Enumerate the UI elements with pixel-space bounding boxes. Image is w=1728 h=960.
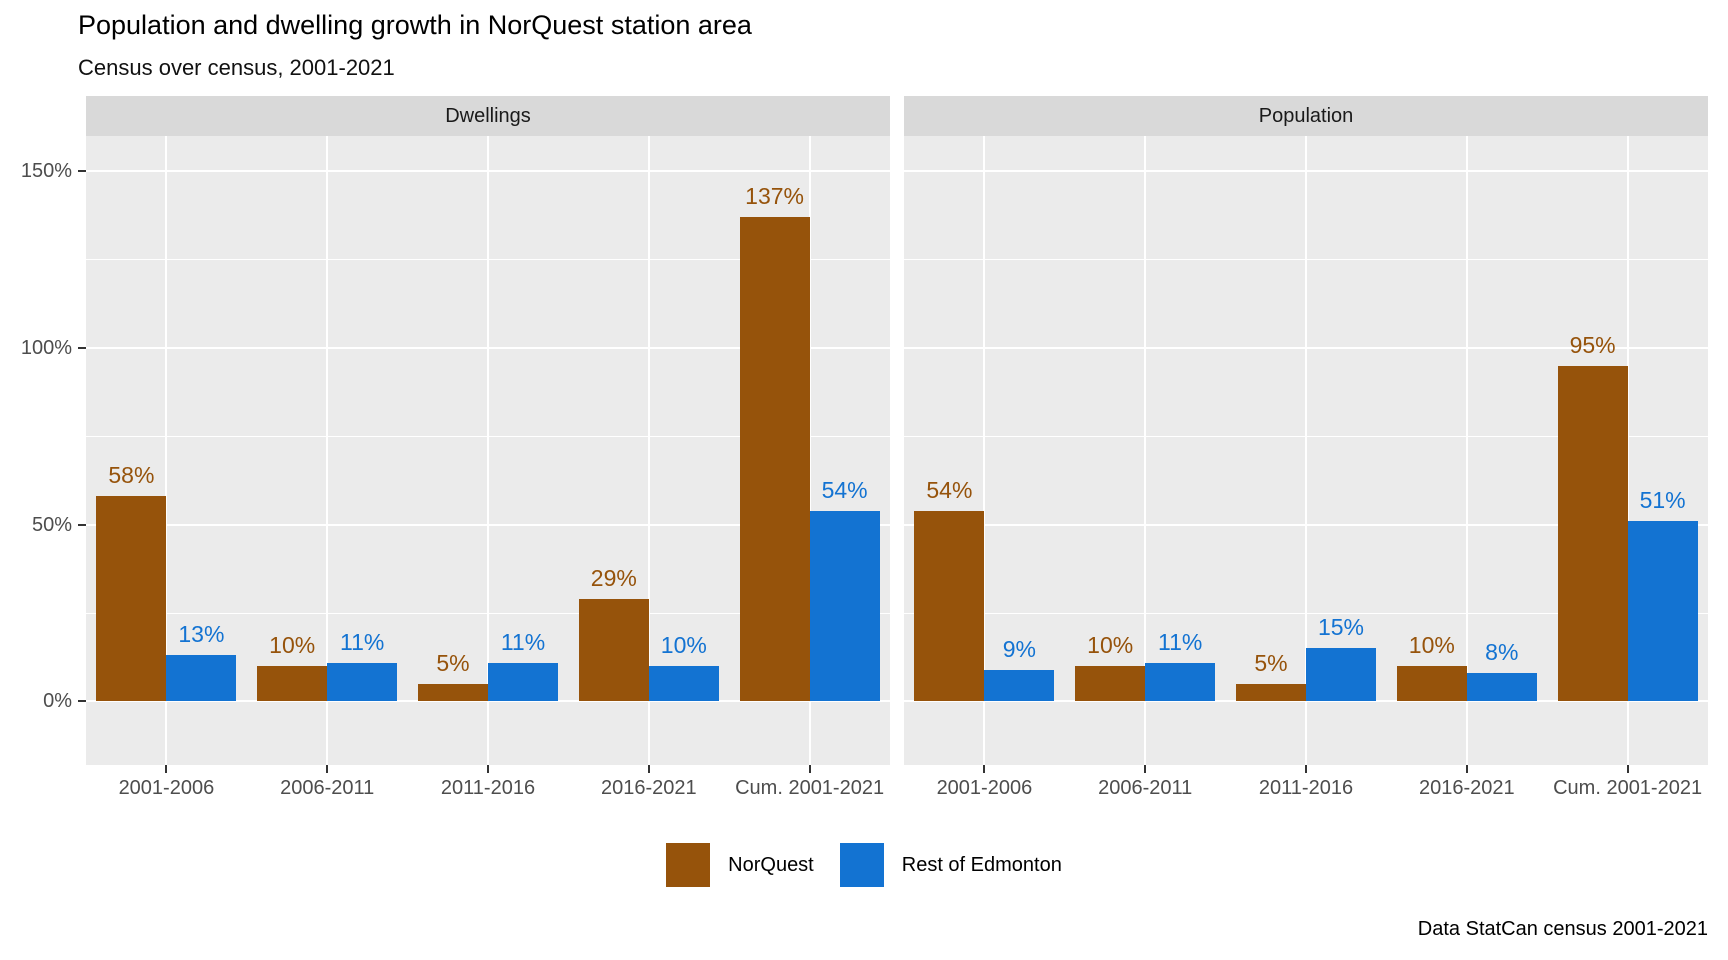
bar-rest-of-edmonton xyxy=(1466,673,1537,702)
x-axis-tick-mark xyxy=(808,765,811,773)
x-axis-population: 2001-2006 2006-2011 2011-2016 2016-2021 Cum.… xyxy=(904,765,1708,807)
y-axis-tick-mark xyxy=(78,170,86,173)
y-axis-tick-label: 0% xyxy=(43,690,72,713)
bar-norquest xyxy=(1075,666,1146,702)
gridline-vertical xyxy=(1144,136,1147,765)
bar-value-label: 137% xyxy=(745,183,805,210)
bar-value-label: 5% xyxy=(1254,649,1288,676)
x-axis-tick-label: 2011-2016 xyxy=(440,777,536,799)
bar-norquest xyxy=(418,683,488,702)
bar-rest-of-edmonton xyxy=(1145,662,1216,702)
legend-swatch-norquest xyxy=(666,843,711,887)
bar-rest-of-edmonton xyxy=(327,662,398,702)
bar-norquest xyxy=(257,666,328,702)
bar-rest-of-edmonton xyxy=(1306,648,1376,702)
bar-norquest xyxy=(578,598,649,702)
bar-value-label: 58% xyxy=(108,462,155,489)
bar-rest-of-edmonton xyxy=(1627,521,1698,702)
x-axis-tick-mark xyxy=(647,765,650,773)
x-axis-tick-mark xyxy=(326,765,329,773)
bar-value-label: 95% xyxy=(1569,331,1616,358)
bar-value-label: 51% xyxy=(1639,487,1686,514)
y-axis-tick-label: 100% xyxy=(20,337,72,360)
x-axis-tick-mark xyxy=(1144,765,1147,773)
faceted-bar-chart: Dwellings Population 0% 50% 100% 150% 58% 10… xyxy=(0,96,1708,807)
bar-value-label: 15% xyxy=(1317,614,1365,641)
y-axis-tick-mark xyxy=(78,347,86,350)
bar-value-label: 10% xyxy=(1087,632,1134,659)
bar-rest-of-edmonton xyxy=(166,655,237,702)
bar-norquest xyxy=(739,217,810,702)
y-axis-tick-mark xyxy=(78,523,86,526)
bar-value-label: 9% xyxy=(1002,635,1037,662)
y-axis-tick-mark xyxy=(78,700,86,703)
page-subtitle: Census over census, 2001-2021 xyxy=(78,55,395,80)
facet-strip-label: Dwellings xyxy=(445,104,531,127)
gridline-vertical xyxy=(1465,136,1468,765)
gridline-vertical xyxy=(487,136,489,765)
y-axis: 0% 50% 100% 150% xyxy=(0,136,86,765)
x-axis-dwellings: 2001-2006 2006-2011 2011-2016 2016-2021 Cum.… xyxy=(86,765,890,807)
x-axis-tick-label: 2016-2021 xyxy=(1418,777,1515,799)
legend-label: NorQuest xyxy=(728,853,814,876)
x-axis-tick-label: 2016-2021 xyxy=(600,777,697,799)
facet-strip-population: Population xyxy=(904,96,1708,136)
y-axis-tick-label: 150% xyxy=(20,160,72,183)
x-axis-tick-label: 2006-2011 xyxy=(1098,777,1193,799)
gridline-vertical xyxy=(165,136,168,765)
gridline-vertical xyxy=(1305,136,1307,765)
x-axis-tick-label: 2011-2016 xyxy=(1258,777,1354,799)
bar-norquest xyxy=(1557,365,1628,702)
x-axis-tick-label: 2001-2006 xyxy=(118,777,215,799)
x-axis-tick-mark xyxy=(1626,765,1629,773)
gridline-vertical xyxy=(1626,136,1629,765)
facet-panel-dwellings: 58% 10% 5% 29% 137% 13% 11% 11% 10% 54% xyxy=(86,136,890,765)
x-axis-tick-label: 2001-2006 xyxy=(936,777,1033,799)
facet-strip-label: Population xyxy=(1258,104,1354,127)
bar-norquest xyxy=(914,510,985,702)
bar-value-label: 11% xyxy=(340,628,385,655)
bar-value-label: 10% xyxy=(1408,632,1455,659)
gridline-vertical xyxy=(647,136,650,765)
bar-value-label: 29% xyxy=(590,564,637,591)
x-axis-tick-label: 2006-2011 xyxy=(280,777,375,799)
facet-strip-dwellings: Dwellings xyxy=(86,96,890,136)
legend: NorQuest Rest of Edmonton xyxy=(0,843,1728,887)
bar-norquest xyxy=(96,496,167,702)
legend-item-rest-of-edmonton: Rest of Edmonton xyxy=(839,843,1062,887)
bar-value-label: 11% xyxy=(500,628,546,655)
caption: Data StatCan census 2001-2021 xyxy=(1417,918,1708,940)
gridline-vertical xyxy=(326,136,329,765)
bar-value-label: 11% xyxy=(1158,628,1203,655)
legend-swatch-rest-of-edmonton xyxy=(839,843,884,887)
bar-rest-of-edmonton xyxy=(984,669,1055,702)
y-axis-tick-label: 50% xyxy=(31,513,72,536)
x-axis-tick-mark xyxy=(1305,765,1307,773)
bar-rest-of-edmonton xyxy=(809,510,880,702)
legend-item-norquest: NorQuest xyxy=(666,843,814,887)
bar-value-label: 10% xyxy=(660,632,707,659)
bar-value-label: 8% xyxy=(1485,639,1519,666)
bar-norquest xyxy=(1236,683,1306,702)
bar-value-label: 54% xyxy=(821,476,868,503)
bar-value-label: 5% xyxy=(436,649,470,676)
gridline-vertical xyxy=(983,136,986,765)
x-axis-tick-label: Cum. 2001-2021 xyxy=(1553,777,1703,799)
bar-value-label: 10% xyxy=(269,632,316,659)
x-axis-tick-label: Cum. 2001-2021 xyxy=(735,777,885,799)
bar-value-label: 54% xyxy=(926,476,973,503)
facet-panel-population: 54% 10% 5% 10% 95% 9% 11% 15% 8% 51% xyxy=(904,136,1708,765)
bar-value-label: 13% xyxy=(178,621,225,648)
bar-rest-of-edmonton xyxy=(488,662,558,702)
x-axis-tick-mark xyxy=(983,765,986,773)
bar-rest-of-edmonton xyxy=(648,666,719,702)
page-title: Population and dwelling growth in NorQue… xyxy=(78,10,752,40)
x-axis-tick-mark xyxy=(487,765,489,773)
x-axis-tick-mark xyxy=(165,765,168,773)
legend-label: Rest of Edmonton xyxy=(901,853,1062,876)
bar-norquest xyxy=(1396,666,1467,702)
gridline-vertical xyxy=(808,136,811,765)
x-axis-tick-mark xyxy=(1465,765,1468,773)
